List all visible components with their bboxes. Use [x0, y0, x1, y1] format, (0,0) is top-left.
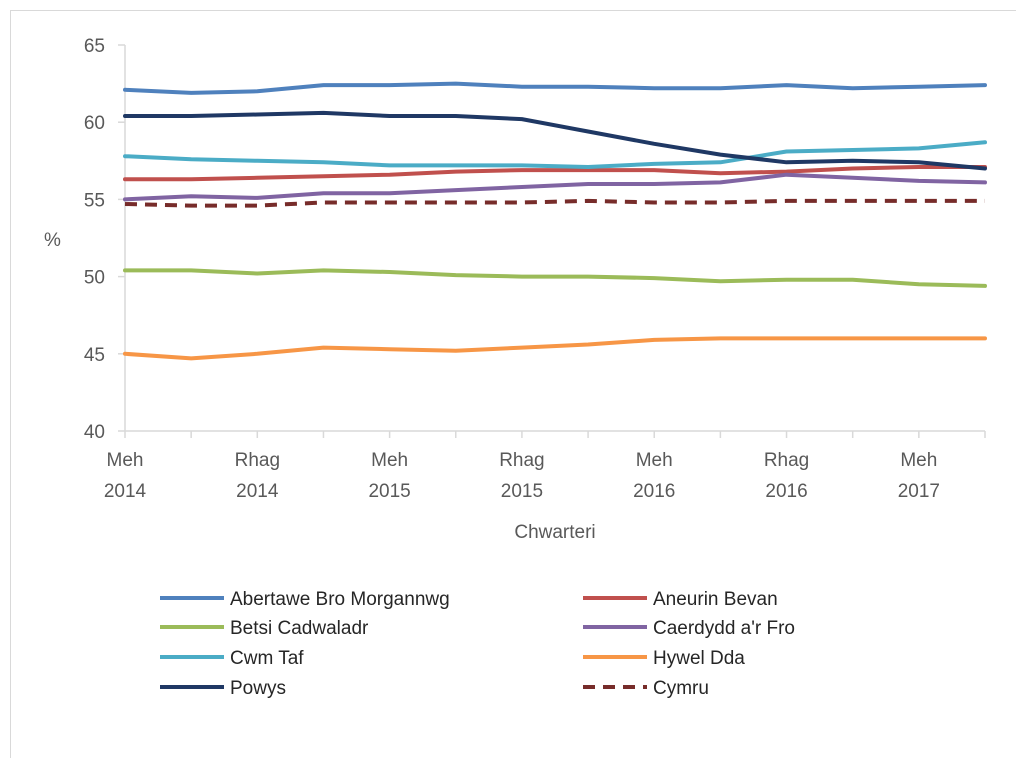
legend-label-caerdydd-a-r-fro: Caerdydd a'r Fro [653, 618, 795, 639]
legend-label-powys: Powys [230, 678, 286, 699]
y-axis-title: % [44, 230, 61, 251]
axes [124, 45, 985, 432]
x-tick-label-month: Meh [900, 450, 937, 471]
x-tick-label-month: Meh [371, 450, 408, 471]
x-tick-label-year: 2015 [501, 481, 543, 502]
y-ticks: 40 45 50 55 60 65 [84, 36, 125, 443]
x-tick-label-month: Rhag [764, 450, 809, 471]
y-tick-label: 60 [84, 113, 105, 134]
series-line-cwm-taf [123, 140, 987, 169]
legend: Abertawe Bro Morgannwg Aneurin Bevan Betsi… [160, 589, 795, 699]
legend-label-abertawe-bro-morgannwg: Abertawe Bro Morgannwg [230, 589, 450, 610]
x-tick-label-year: 2017 [898, 481, 940, 502]
legend-label-aneurin-bevan: Aneurin Bevan [653, 589, 778, 610]
series-line-cymru [124, 198, 985, 208]
y-tick-label: 65 [84, 36, 105, 57]
x-tick-label-year: 2016 [765, 481, 807, 502]
x-axis-title: Chwarteri [514, 522, 595, 543]
x-ticks: Meh 2014 Rhag 2014 Meh 2015 Rhag 2015 Meh 2016 Rha… [104, 431, 986, 502]
legend-label-cwm-taf: Cwm Taf [230, 648, 304, 669]
series-lines [123, 81, 987, 361]
series-line-aneurin-bevan [123, 165, 987, 182]
legend-label-hywel-dda: Hywel Dda [653, 648, 745, 669]
x-tick-label-year: 2016 [633, 481, 675, 502]
chart-area [10, 10, 1016, 758]
y-tick-label: 50 [84, 268, 105, 289]
x-tick-label-year: 2015 [368, 481, 410, 502]
y-tick-label: 55 [84, 190, 105, 211]
x-tick-label-month: Rhag [499, 450, 544, 471]
x-tick-label-year: 2014 [104, 481, 147, 502]
legend-label-cymru: Cymru [653, 678, 709, 699]
series-line-caerdydd-a-r-fro [123, 172, 987, 202]
series-line-abertawe-bro-morgannwg [123, 81, 987, 95]
y-tick-label: 45 [84, 345, 105, 366]
x-tick-label-month: Rhag [235, 450, 280, 471]
x-tick-label-month: Meh [107, 450, 144, 471]
series-line-betsi-cadwaladr [123, 268, 987, 288]
x-tick-label-year: 2014 [236, 481, 279, 502]
y-tick-label: 40 [84, 422, 105, 443]
x-tick-label-month: Meh [636, 450, 673, 471]
legend-label-betsi-cadwaladr: Betsi Cadwaladr [230, 618, 369, 639]
series-line-hywel-dda [123, 336, 987, 361]
series-line-powys [123, 110, 987, 171]
